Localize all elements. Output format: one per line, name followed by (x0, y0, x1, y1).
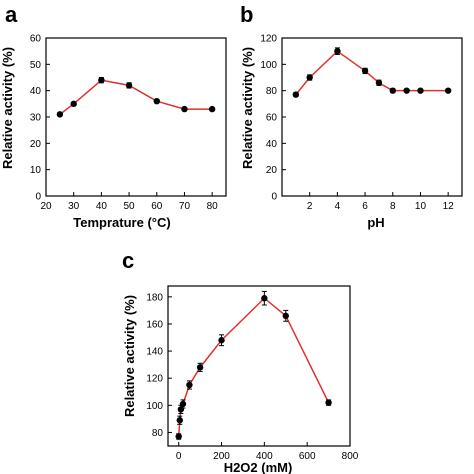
panel-b-data-point (375, 79, 383, 86)
panel-b-x-axis-title: pH (367, 215, 384, 230)
panel-c-y-tick-label: 80 (152, 428, 164, 439)
panel-b-data-point (444, 87, 452, 94)
panel-b-letter: b (240, 2, 253, 27)
panel-c-x-tick-label: 0 (176, 451, 182, 462)
panel-b-y-tick-label: 100 (260, 60, 277, 71)
panel-c-data-point (218, 337, 225, 344)
panel-c-letter: c (122, 248, 134, 273)
panel-b-x-tick-label: 6 (362, 201, 368, 212)
panel-b-y-tick-label: 40 (266, 139, 278, 150)
panel-a-data-point (98, 76, 105, 84)
panel-b-y-tick-label: 20 (266, 165, 278, 176)
panel-b-data-point (306, 74, 313, 81)
panel-c-data-point (196, 364, 204, 371)
panel-a-x-tick-label: 50 (124, 201, 136, 212)
panel-a-x-tick-label: 60 (151, 201, 163, 212)
panel-c-y-axis-title: Relative activity (%) (122, 295, 137, 417)
panel-b-y-tick-label: 80 (266, 86, 278, 97)
panel-c-x-tick-label: 600 (299, 451, 316, 462)
panel-b-y-tick-label: 0 (271, 192, 277, 203)
panel-b-data-point (334, 47, 341, 55)
panel-a-y-tick-label: 20 (30, 139, 42, 150)
panel-b-x-tick-label: 8 (390, 201, 396, 212)
panel-c-data-point (179, 400, 187, 408)
panel-a-x-tick-label: 40 (96, 201, 108, 212)
panel-b-data-point (417, 87, 424, 94)
panel-b-x-tick-label: 10 (415, 201, 427, 212)
panel-a-data-point (153, 98, 160, 105)
panel-c-x-tick-label: 200 (213, 451, 230, 462)
panel-c-y-tick-label: 160 (146, 319, 163, 330)
panel-b-data-point (292, 91, 300, 98)
panel-a-y-tick-label: 40 (30, 86, 42, 97)
panel-c-y-tick-label: 140 (146, 347, 163, 358)
panel-a-data-point (70, 100, 77, 108)
panel-b-y-tick-label: 60 (266, 113, 278, 124)
panel-c-y-tick-label: 120 (146, 374, 163, 385)
panel-b-series-line (295, 50, 449, 96)
panel-c: c H2O2 (mM) Relative activity (%) 0 200 40… (122, 248, 359, 474)
panel-b-x-tick-label: 4 (335, 201, 341, 212)
panel-a-x-axis-title: Temprature (°C) (73, 215, 170, 230)
panel-c-data-point (186, 381, 193, 389)
panel-a-y-axis-title: Relative activity (%) (0, 47, 15, 169)
panel-c-data-point (282, 312, 289, 320)
panel-a: a Temprature (°C) Relative activity (%) … (0, 2, 227, 230)
panel-a-y-tick-label: 30 (30, 113, 42, 124)
panel-a-y-tick-label: 10 (30, 165, 42, 176)
panel-a-data-point (56, 111, 64, 118)
panel-b: b pH Relative activity (%) 2 4 6 8 10 1202040… (240, 2, 463, 230)
panel-b-plot-frame (281, 37, 463, 197)
panel-c-data-point (325, 399, 332, 406)
panel-a-data-point (125, 82, 133, 89)
panel-b-data-point (403, 87, 410, 94)
panel-a-data-point (181, 105, 188, 113)
panel-c-series-line (177, 297, 330, 437)
panel-c-data-point (175, 433, 182, 440)
panel-a-y-tick-label: 60 (30, 34, 42, 45)
panel-c-data-point (176, 417, 183, 424)
panel-a-y-tick-label: 50 (30, 60, 42, 71)
panel-c-x-tick-label: 400 (256, 451, 273, 462)
panel-b-y-tick-label: 120 (260, 34, 277, 45)
panel-a-x-tick-label: 70 (179, 201, 191, 212)
panel-b-x-tick-label: 12 (443, 201, 455, 212)
panel-c-y-tick-label: 100 (146, 401, 163, 412)
panel-a-data-point (208, 105, 216, 113)
panel-a-series-line (59, 79, 213, 115)
panel-a-x-tick-label: 80 (207, 201, 219, 212)
panel-c-data-point (261, 295, 268, 302)
panel-a-y-tick-label: 0 (35, 192, 41, 203)
panel-a-x-tick-label: 20 (40, 201, 52, 212)
panel-b-x-tick-label: 2 (307, 201, 313, 212)
panel-c-x-tick-label: 800 (342, 451, 359, 462)
panel-b-y-axis-title: Relative activity (%) (240, 47, 255, 169)
panel-c-plot-frame (167, 285, 351, 447)
panel-a-plot-frame (45, 37, 227, 197)
panel-c-x-axis-title: H2O2 (mM) (224, 460, 293, 474)
panel-a-x-tick-label: 30 (68, 201, 80, 212)
panel-b-data-point (389, 87, 396, 94)
panel-c-y-tick-label: 180 (146, 292, 163, 303)
panel-a-letter: a (5, 2, 18, 27)
panel-b-data-point (361, 67, 369, 75)
